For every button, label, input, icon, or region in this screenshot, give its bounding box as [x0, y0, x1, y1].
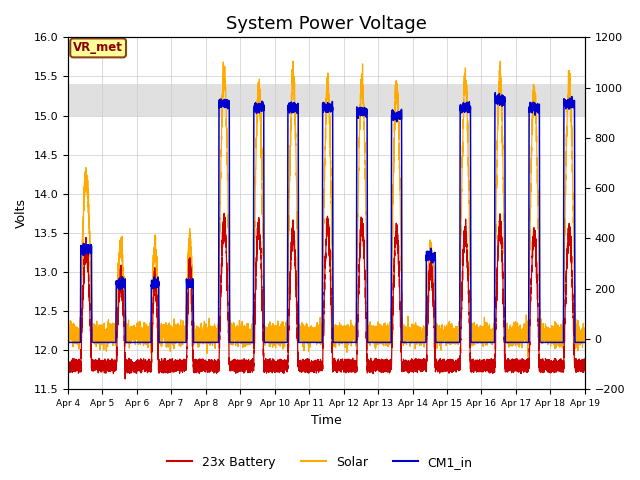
Bar — [68, 84, 585, 116]
Y-axis label: Volts: Volts — [15, 198, 28, 228]
Legend: 23x Battery, Solar, CM1_in: 23x Battery, Solar, CM1_in — [163, 451, 477, 474]
Text: VR_met: VR_met — [73, 41, 123, 54]
X-axis label: Time: Time — [311, 414, 342, 427]
Title: System Power Voltage: System Power Voltage — [226, 15, 427, 33]
